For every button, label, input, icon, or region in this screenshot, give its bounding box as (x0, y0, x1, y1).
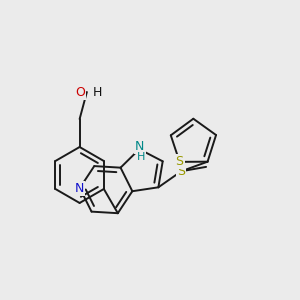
Text: S: S (177, 165, 185, 178)
Text: N: N (75, 182, 84, 195)
Text: O: O (76, 85, 85, 98)
Text: H: H (136, 152, 145, 161)
Text: N: N (135, 140, 144, 153)
Text: H: H (93, 85, 102, 98)
Text: S: S (176, 155, 184, 168)
